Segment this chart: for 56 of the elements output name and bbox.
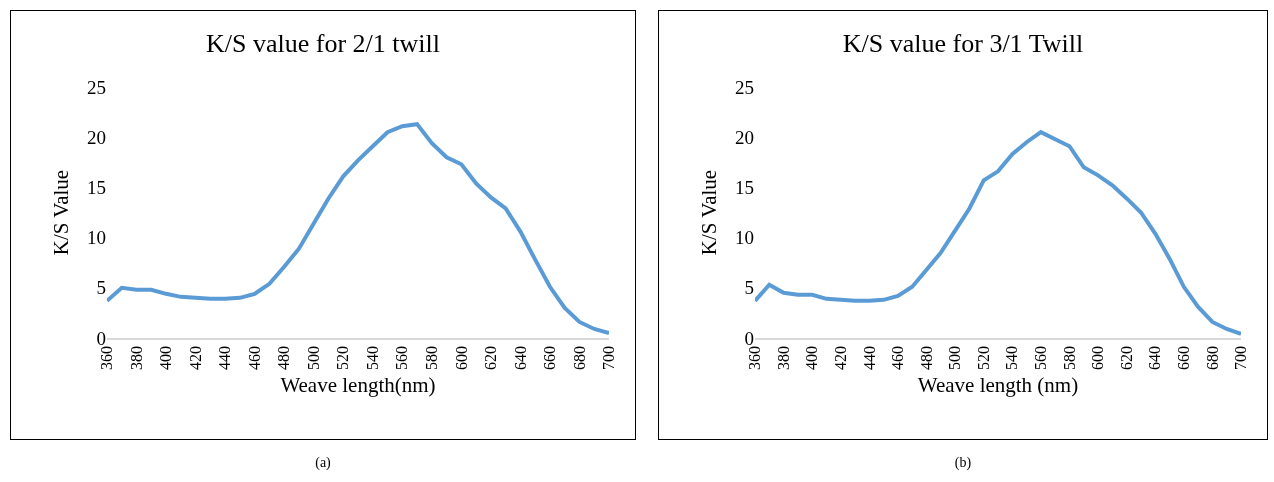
x-tick-label: 540 <box>1003 345 1021 370</box>
x-tick-label: 560 <box>1032 345 1050 370</box>
x-tick-label: 440 <box>860 345 878 370</box>
x-tick-label: 500 <box>304 345 322 370</box>
x-tick-label: 680 <box>1203 345 1221 370</box>
x-tick-label: 620 <box>1117 345 1135 370</box>
y-tick-label: 25 <box>735 76 754 98</box>
x-tick-label: 620 <box>482 345 500 370</box>
x-tick-label: 460 <box>889 345 907 370</box>
y-tick-label: 10 <box>735 227 754 249</box>
x-tick-label: 640 <box>1146 345 1164 370</box>
x-tick-label: 400 <box>157 345 175 370</box>
x-tick-label: 480 <box>275 345 293 370</box>
x-tick-label: 420 <box>186 345 204 370</box>
x-tick-label: 680 <box>570 345 588 370</box>
line-series <box>755 130 1241 336</box>
y-tick-label: 10 <box>87 227 106 249</box>
x-tick-label: 520 <box>974 345 992 370</box>
x-tick-label: 420 <box>831 345 849 370</box>
y-tick-label: 5 <box>96 277 106 299</box>
x-tick-label: 700 <box>1232 345 1250 370</box>
y-tick-label: 15 <box>87 177 106 199</box>
y-tick-label: 20 <box>735 126 754 148</box>
y-tick-label: 20 <box>87 126 106 148</box>
x-tick-label: 640 <box>511 345 529 370</box>
x-tick-label: 560 <box>393 345 411 370</box>
y-tick-label: 25 <box>87 76 106 98</box>
y-axis-title: K/S Value <box>697 169 722 256</box>
x-tick-label: 700 <box>600 345 618 370</box>
y-tick-label: 5 <box>744 277 754 299</box>
x-tick-label: 580 <box>423 345 441 370</box>
x-tick-label: 480 <box>917 345 935 370</box>
x-tick-label: 360 <box>98 345 116 370</box>
chart-title: K/S value for 2/1 twill <box>206 28 440 58</box>
x-tick-label: 380 <box>127 345 145 370</box>
x-tick-label: 460 <box>245 345 263 370</box>
text: (b) <box>953 455 973 471</box>
x-tick-label: 600 <box>1089 345 1107 370</box>
x-tick-label: 660 <box>1175 345 1193 370</box>
x-tick-label: 660 <box>541 345 559 370</box>
x-tick-label: 360 <box>746 345 764 370</box>
y-tick-label: 15 <box>735 177 754 199</box>
x-tick-label: 380 <box>774 345 792 370</box>
y-axis-title: K/S Value <box>49 169 74 256</box>
x-tick-label: 520 <box>334 345 352 370</box>
line-series <box>107 122 609 335</box>
x-axis-title: Weave length (nm) <box>917 372 1079 397</box>
x-tick-label: 440 <box>216 345 234 370</box>
x-tick-label: 400 <box>803 345 821 370</box>
x-axis-title: Weave length(nm) <box>280 372 436 397</box>
x-tick-label: 500 <box>946 345 964 370</box>
x-tick-label: 600 <box>452 345 470 370</box>
chart-title: K/S value for 3/1 Twill <box>842 28 1084 58</box>
x-tick-label: 540 <box>363 345 381 370</box>
x-tick-label: 580 <box>1060 345 1078 370</box>
text: (a) <box>314 455 332 471</box>
